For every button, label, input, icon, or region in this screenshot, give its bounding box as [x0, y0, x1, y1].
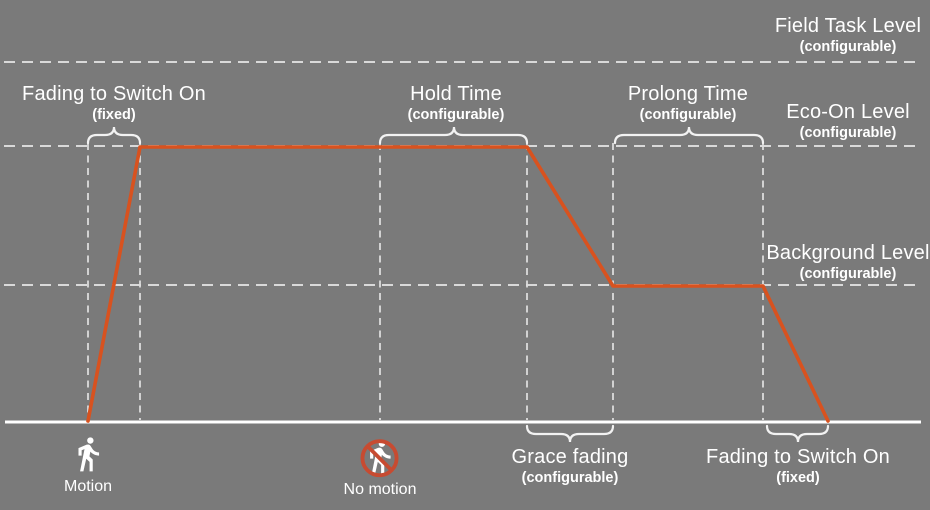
no-motion-label: No motion — [343, 481, 417, 498]
walking-person-icon — [78, 437, 100, 472]
brace-prolong-time — [613, 126, 765, 145]
phase-label-fading-to-switch-off: Fading to Switch On (fixed) — [706, 446, 890, 487]
phase-label-hold-time: Hold Time (configurable) — [408, 83, 505, 124]
level-label-eco-on: Eco-On Level (configurable) — [786, 101, 910, 142]
level-label-background-sub: (configurable) — [799, 266, 897, 283]
phase-label-prolong-time-title: Prolong Time — [627, 83, 749, 105]
level-label-background-title: Background Level — [766, 242, 930, 264]
marker-no-motion: No motion — [343, 434, 417, 499]
brace-grace-fading — [525, 424, 615, 443]
phase-label-prolong-time-sub: (configurable) — [639, 107, 737, 124]
phase-label-fading-to-switch-on: Fading to Switch On (fixed) — [22, 83, 206, 124]
prohibition-circle — [361, 439, 399, 478]
phase-label-grace-fading-sub: (configurable) — [521, 470, 619, 487]
brace-hold-time — [378, 126, 529, 145]
phase-label-grace-fading-title: Grace fading — [511, 446, 629, 468]
phase-label-fading-to-switch-on-sub: (fixed) — [92, 107, 136, 124]
brace-fading-to-switch-off — [765, 424, 830, 443]
phase-label-fading-to-switch-off-sub: (fixed) — [776, 470, 820, 487]
level-label-field-task-title: Field Task Level — [774, 15, 922, 37]
no-motion-icon — [361, 439, 399, 478]
prohibition-slash — [366, 444, 394, 472]
level-label-field-task: Field Task Level (configurable) — [775, 15, 921, 56]
motion-label: Motion — [63, 478, 113, 495]
level-label-background: Background Level (configurable) — [766, 242, 929, 283]
light-level-curve — [86, 145, 830, 423]
phase-label-fading-to-switch-off-title: Fading to Switch On — [706, 446, 890, 468]
level-label-eco-on-title: Eco-On Level — [786, 101, 910, 123]
phase-label-hold-time-title: Hold Time — [410, 83, 502, 105]
level-label-field-task-sub: (configurable) — [799, 39, 897, 56]
level-label-eco-on-sub: (configurable) — [799, 125, 897, 142]
brace-fading-to-switch-on — [86, 126, 142, 145]
phase-label-hold-time-sub: (configurable) — [407, 107, 505, 124]
marker-motion: Motion — [64, 433, 112, 496]
phase-label-fading-to-switch-on-title: Fading to Switch On — [22, 83, 206, 105]
phase-label-grace-fading: Grace fading (configurable) — [512, 446, 629, 487]
phase-label-prolong-time: Prolong Time (configurable) — [628, 83, 748, 124]
